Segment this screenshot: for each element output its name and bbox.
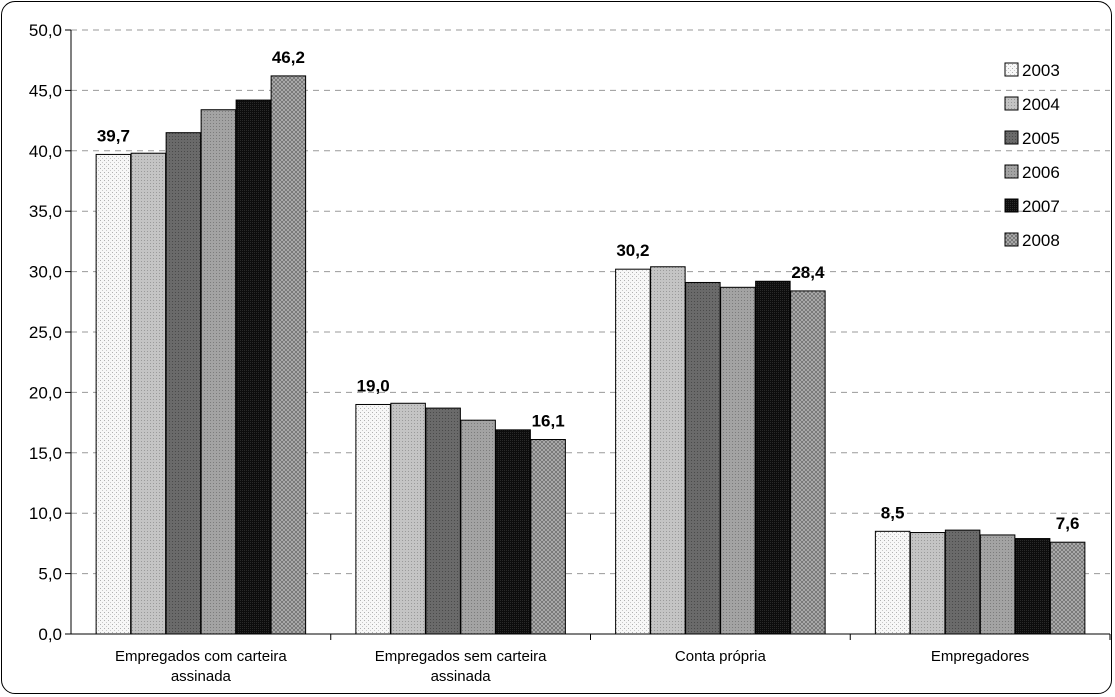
legend-swatch bbox=[1004, 164, 1019, 179]
legend-swatch bbox=[1004, 96, 1019, 111]
x-category-label: assinada bbox=[171, 668, 232, 685]
data-label: 8,5 bbox=[881, 503, 905, 522]
y-tick-label: 50,0 bbox=[29, 21, 62, 40]
y-tick-label: 15,0 bbox=[29, 444, 62, 463]
legend-swatch bbox=[1004, 232, 1019, 247]
bar-2003 bbox=[95, 153, 132, 635]
bar-2006 bbox=[720, 286, 756, 635]
bar-2008 bbox=[530, 439, 566, 635]
bar-2003 bbox=[615, 268, 651, 635]
data-label: 39,7 bbox=[97, 126, 130, 145]
y-tick-label: 25,0 bbox=[29, 323, 62, 342]
bar-2004 bbox=[130, 152, 167, 635]
data-label: 16,1 bbox=[532, 412, 565, 431]
bar-2004 bbox=[909, 532, 946, 635]
bar-2008 bbox=[790, 290, 826, 635]
bar-2003 bbox=[355, 403, 391, 635]
y-tick-label: 45,0 bbox=[29, 81, 62, 100]
y-tick-label: 35,0 bbox=[29, 202, 62, 221]
legend-label: 2003 bbox=[1022, 61, 1060, 80]
legend-swatch bbox=[1004, 62, 1019, 77]
y-tick-label: 0,0 bbox=[38, 625, 62, 644]
data-label: 19,0 bbox=[357, 376, 390, 395]
bar-2007 bbox=[755, 280, 791, 635]
bar-2004 bbox=[390, 402, 426, 635]
x-category-label: Empregadores bbox=[931, 648, 1029, 665]
y-tick-label: 20,0 bbox=[29, 383, 62, 402]
legend-label: 2007 bbox=[1022, 197, 1060, 216]
data-label: 30,2 bbox=[616, 241, 649, 260]
bar-2003 bbox=[874, 530, 911, 635]
bars bbox=[95, 75, 1086, 635]
legend-swatch bbox=[1004, 198, 1019, 213]
bar-2007 bbox=[495, 429, 531, 635]
bar-2005 bbox=[944, 529, 981, 635]
y-tick-label: 10,0 bbox=[29, 504, 62, 523]
x-category-label: Empregados com carteira bbox=[115, 648, 287, 665]
data-labels: 39,7 46,2 19,0 16,1 30,2 28,4 8,5 7,6 bbox=[97, 48, 1080, 533]
legend-label: 2004 bbox=[1022, 95, 1060, 114]
bar-2005 bbox=[165, 132, 202, 635]
bar-2007 bbox=[235, 99, 272, 635]
gridlines bbox=[71, 29, 1110, 575]
data-label: 46,2 bbox=[272, 48, 305, 67]
legend-label: 2008 bbox=[1022, 231, 1060, 250]
x-category-label: Empregados sem carteira bbox=[375, 648, 547, 665]
legend-label: 2006 bbox=[1022, 163, 1060, 182]
legend: 2003 2004 2005 2006 2007 2008 bbox=[1004, 61, 1060, 250]
bar-2005 bbox=[425, 407, 461, 635]
bar-2006 bbox=[200, 109, 237, 635]
legend-label: 2005 bbox=[1022, 129, 1060, 148]
y-tick-label: 40,0 bbox=[29, 142, 62, 161]
data-label: 28,4 bbox=[791, 263, 825, 282]
bar-2005 bbox=[685, 281, 721, 635]
bar-2007 bbox=[1014, 538, 1051, 635]
legend-swatch bbox=[1004, 130, 1019, 145]
bar-2008 bbox=[270, 75, 307, 635]
x-category-label: assinada bbox=[431, 668, 492, 685]
bar-2008 bbox=[1049, 541, 1086, 635]
x-category-label: Conta própria bbox=[675, 648, 767, 665]
bar-2006 bbox=[460, 419, 496, 635]
y-tick-label: 30,0 bbox=[29, 263, 62, 282]
data-label: 7,6 bbox=[1056, 514, 1080, 533]
bar-2004 bbox=[650, 266, 686, 635]
y-tick-label: 5,0 bbox=[38, 565, 62, 584]
bar-2006 bbox=[979, 534, 1016, 635]
